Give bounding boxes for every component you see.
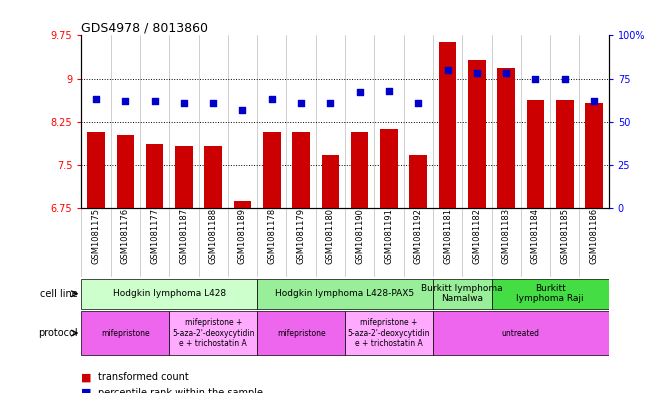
Text: GSM1081189: GSM1081189 [238,208,247,264]
Point [560,75,570,82]
Text: Burkitt lymphoma
Namalwa: Burkitt lymphoma Namalwa [421,284,503,303]
Bar [439,42,456,208]
Text: Hodgkin lymphoma L428-PAX5: Hodgkin lymphoma L428-PAX5 [275,289,415,298]
Text: GSM1081175: GSM1081175 [92,208,100,264]
Point [91,96,102,103]
Point [443,67,453,73]
Bar [492,279,609,309]
Text: protocol: protocol [38,328,78,338]
Point [326,100,336,106]
Bar [433,311,609,355]
Bar [234,201,251,208]
Point [354,89,365,95]
Point [589,98,600,104]
Text: GSM1081187: GSM1081187 [180,208,188,264]
Bar [292,132,310,208]
Text: GSM1081186: GSM1081186 [590,208,598,264]
Bar [409,155,427,208]
Bar [81,279,257,309]
Text: ■: ■ [81,388,96,393]
Text: mifepristone: mifepristone [277,329,326,338]
Text: transformed count: transformed count [98,372,188,382]
Text: GSM1081179: GSM1081179 [297,208,305,264]
Text: Burkitt
lymphoma Raji: Burkitt lymphoma Raji [516,284,584,303]
Point [120,98,130,104]
Bar [585,103,603,208]
Text: GSM1081190: GSM1081190 [355,208,364,264]
Point [472,70,482,77]
Bar [351,132,368,208]
Text: GSM1081192: GSM1081192 [414,208,422,264]
Text: GSM1081176: GSM1081176 [121,208,130,264]
Bar [380,129,398,208]
Bar [87,132,105,208]
Point [178,100,189,106]
Point [267,96,277,103]
Text: ■: ■ [81,372,96,382]
Text: mifepristone: mifepristone [101,329,150,338]
Bar [433,279,492,309]
Text: percentile rank within the sample: percentile rank within the sample [98,388,262,393]
Bar [146,144,163,208]
Text: GSM1081188: GSM1081188 [209,208,217,264]
Point [150,98,160,104]
Text: untreated: untreated [502,329,540,338]
Bar [468,60,486,208]
Text: GSM1081185: GSM1081185 [561,208,569,264]
Bar [169,311,257,355]
Point [208,100,219,106]
Text: GSM1081177: GSM1081177 [150,208,159,264]
Text: GSM1081191: GSM1081191 [385,208,393,264]
Bar [263,132,281,208]
Bar [81,311,169,355]
Text: mifepristone +
5-aza-2'-deoxycytidin
e + trichostatin A: mifepristone + 5-aza-2'-deoxycytidin e +… [348,318,430,348]
Text: GSM1081180: GSM1081180 [326,208,335,264]
Point [530,75,540,82]
Text: GDS4978 / 8013860: GDS4978 / 8013860 [81,21,208,34]
Text: Hodgkin lymphoma L428: Hodgkin lymphoma L428 [113,289,226,298]
Point [296,100,306,106]
Bar [556,100,574,208]
Bar [322,155,339,208]
Bar [527,100,544,208]
Point [501,70,512,77]
Bar [345,311,433,355]
Text: cell line: cell line [40,289,78,299]
Text: GSM1081181: GSM1081181 [443,208,452,264]
Text: GSM1081182: GSM1081182 [473,208,481,264]
Text: mifepristone +
5-aza-2'-deoxycytidin
e + trichostatin A: mifepristone + 5-aza-2'-deoxycytidin e +… [172,318,255,348]
Bar [117,134,134,208]
Point [384,88,395,94]
Text: GSM1081178: GSM1081178 [268,208,276,264]
Bar [204,146,222,208]
Bar [257,311,345,355]
Bar [257,279,433,309]
Text: GSM1081184: GSM1081184 [531,208,540,264]
Point [413,100,424,106]
Point [238,107,248,113]
Bar [497,68,515,208]
Bar [175,146,193,208]
Text: GSM1081183: GSM1081183 [502,208,510,264]
